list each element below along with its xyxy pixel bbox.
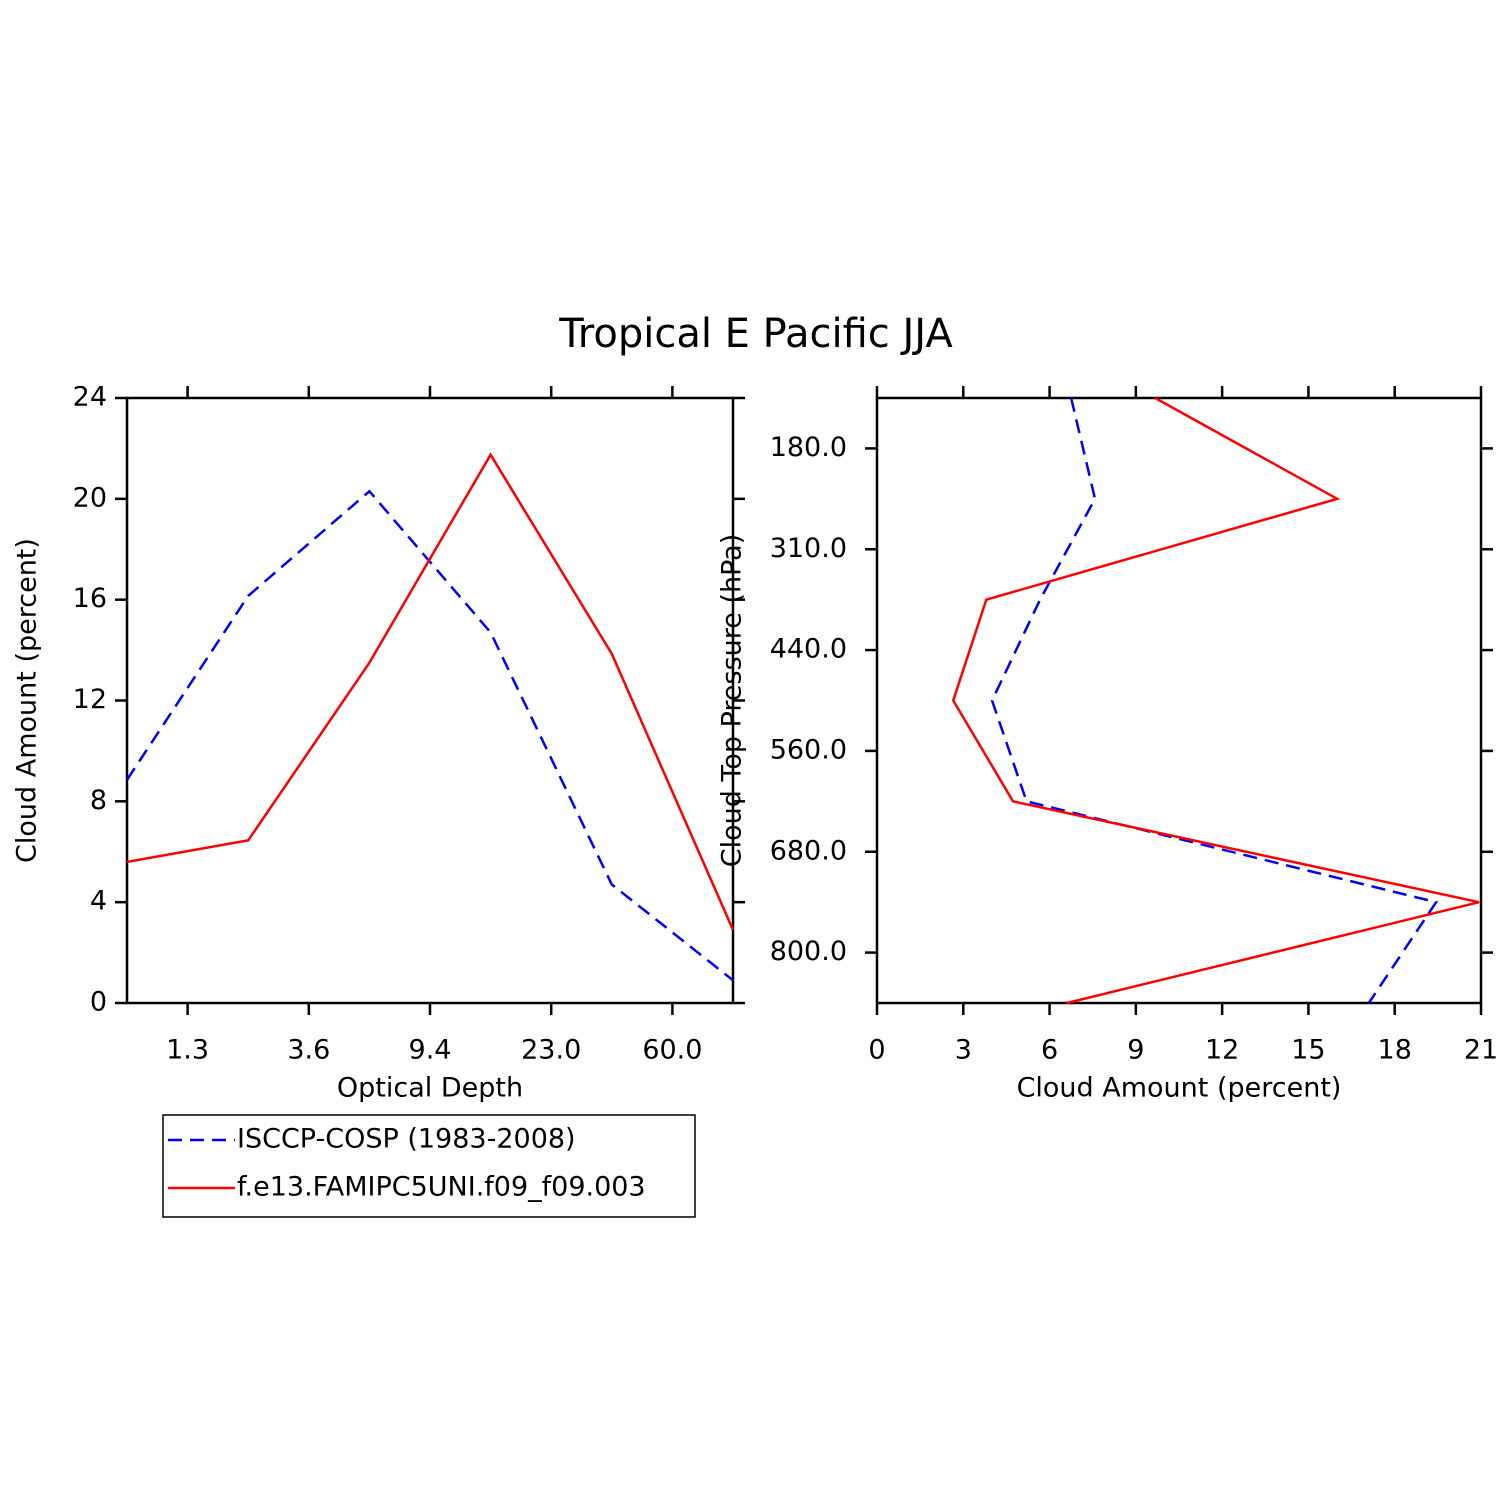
x-tick-label: 9 xyxy=(1127,1035,1144,1066)
x-tick-label: 6 xyxy=(1041,1035,1058,1066)
y-tick-label: 180.0 xyxy=(770,432,847,463)
x-axis-label: Optical Depth xyxy=(337,1073,523,1104)
y-tick-label: 24 xyxy=(73,382,107,413)
x-tick-label: 15 xyxy=(1291,1035,1325,1066)
y-tick-label: 440.0 xyxy=(770,634,847,665)
y-tick-label: 560.0 xyxy=(770,734,847,765)
y-axis-label: Cloud Amount (percent) xyxy=(12,538,43,863)
x-tick-label: 12 xyxy=(1205,1035,1239,1066)
x-tick-label: 23.0 xyxy=(521,1035,581,1066)
x-tick-label: 1.3 xyxy=(166,1035,209,1066)
x-tick-label: 3.6 xyxy=(287,1035,330,1066)
x-axis-label: Cloud Amount (percent) xyxy=(1017,1073,1342,1104)
series-line xyxy=(951,396,1480,1005)
legend-label: ISCCP-COSP (1983-2008) xyxy=(237,1124,576,1155)
y-tick-label: 12 xyxy=(73,684,107,715)
y-tick-label: 0 xyxy=(90,987,107,1018)
series-line xyxy=(990,397,1439,1004)
y-tick-label: 16 xyxy=(73,583,107,614)
plot-frame xyxy=(125,396,735,1005)
x-tick-label: 9.4 xyxy=(409,1035,452,1066)
y-tick-label: 680.0 xyxy=(770,835,847,866)
series-line xyxy=(126,452,735,931)
y-tick-label: 4 xyxy=(90,886,107,917)
x-tick-label: 3 xyxy=(955,1035,972,1066)
x-tick-label: 60.0 xyxy=(642,1035,702,1066)
y-tick-label: 310.0 xyxy=(770,533,847,564)
series-line xyxy=(125,489,734,982)
y-tick-label: 8 xyxy=(90,785,107,816)
legend-box xyxy=(162,1114,696,1218)
x-tick-label: 0 xyxy=(868,1035,885,1066)
x-tick-label: 18 xyxy=(1378,1035,1412,1066)
x-tick-label: 21 xyxy=(1464,1035,1498,1066)
y-tick-label: 20 xyxy=(73,482,107,513)
chart-title: Tropical E Pacific JJA xyxy=(558,311,953,357)
plot-frame xyxy=(875,396,1483,1005)
legend-label: f.e13.FAMIPC5UNI.f09_f09.003 xyxy=(237,1172,646,1203)
y-axis-label: Cloud Top Pressure (hPa) xyxy=(717,534,748,868)
y-tick-label: 800.0 xyxy=(770,936,847,967)
